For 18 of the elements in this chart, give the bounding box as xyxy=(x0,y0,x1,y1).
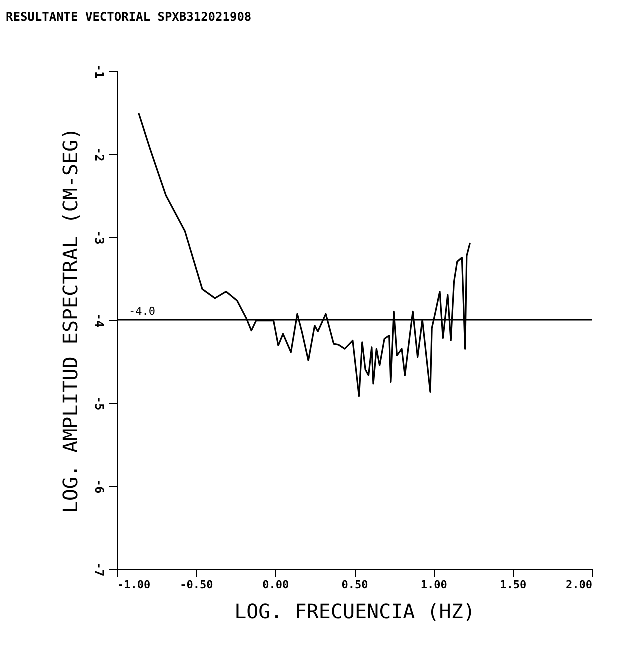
x-tick-label: -0.50 xyxy=(180,578,214,592)
y-tick-label: -4 xyxy=(92,313,106,328)
x-tick-label: 2.00 xyxy=(566,578,592,592)
x-axis-title: LOG. FRECUENCIA (HZ) xyxy=(234,600,476,624)
y-axis-title: LOG. AMPLITUD ESPECTRAL (CM-SEG) xyxy=(58,128,82,514)
y-tick-label: -6 xyxy=(92,479,106,494)
x-tick-label: 0.50 xyxy=(342,578,368,592)
x-tick-label: 0.00 xyxy=(262,578,290,592)
y-tick-label: -5 xyxy=(92,396,106,411)
chart-title: RESULTANTE VECTORIAL SPXB312021908 xyxy=(6,10,252,24)
ref-line-label: -4.0 xyxy=(129,305,156,318)
x-tick-label: 1.50 xyxy=(500,578,527,592)
y-tick-label: -2 xyxy=(92,147,106,162)
x-tick-label: -1.00 xyxy=(118,578,151,592)
y-tick-label: -3 xyxy=(92,230,106,245)
y-tick-label: -1 xyxy=(92,64,106,79)
x-tick-label: 1.00 xyxy=(420,578,448,592)
y-tick-label: -7 xyxy=(92,562,106,577)
